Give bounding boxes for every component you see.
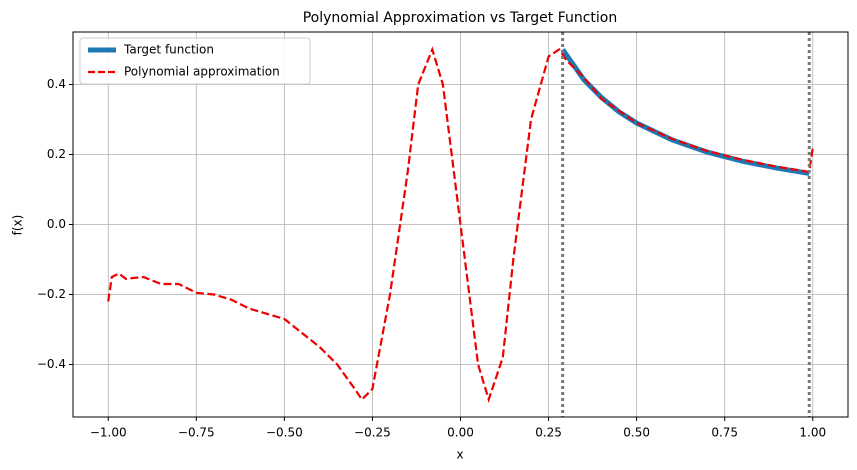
y-tick-label: 0.0 — [47, 217, 66, 231]
plot-frame — [72, 31, 849, 418]
x-tick-label: −0.25 — [354, 426, 391, 440]
y-tick-label: −0.4 — [37, 357, 66, 371]
y-tick-label: 0.4 — [47, 77, 66, 91]
legend-label: Target function — [123, 43, 214, 57]
x-tick-label: 0.50 — [623, 426, 650, 440]
legend-box — [79, 37, 311, 85]
y-axis-label: f(x) — [11, 215, 25, 236]
x-tick-label: 0.75 — [711, 426, 738, 440]
x-tick-label: −0.50 — [266, 426, 303, 440]
x-tick-label: 1.00 — [799, 426, 826, 440]
series-line — [107, 46, 814, 404]
legend-label: Polynomial approximation — [124, 65, 280, 79]
x-tick-label: 0.25 — [535, 426, 562, 440]
x-tick-label: 0.00 — [447, 426, 474, 440]
x-axis-label: x — [456, 448, 463, 462]
x-tick-label: −1.00 — [90, 426, 127, 440]
x-tick-label: −0.75 — [178, 426, 215, 440]
chart-title: Polynomial Approximation vs Target Funct… — [303, 10, 618, 26]
y-tick-label: 0.2 — [47, 147, 66, 161]
y-tick-label: −0.2 — [37, 287, 66, 301]
